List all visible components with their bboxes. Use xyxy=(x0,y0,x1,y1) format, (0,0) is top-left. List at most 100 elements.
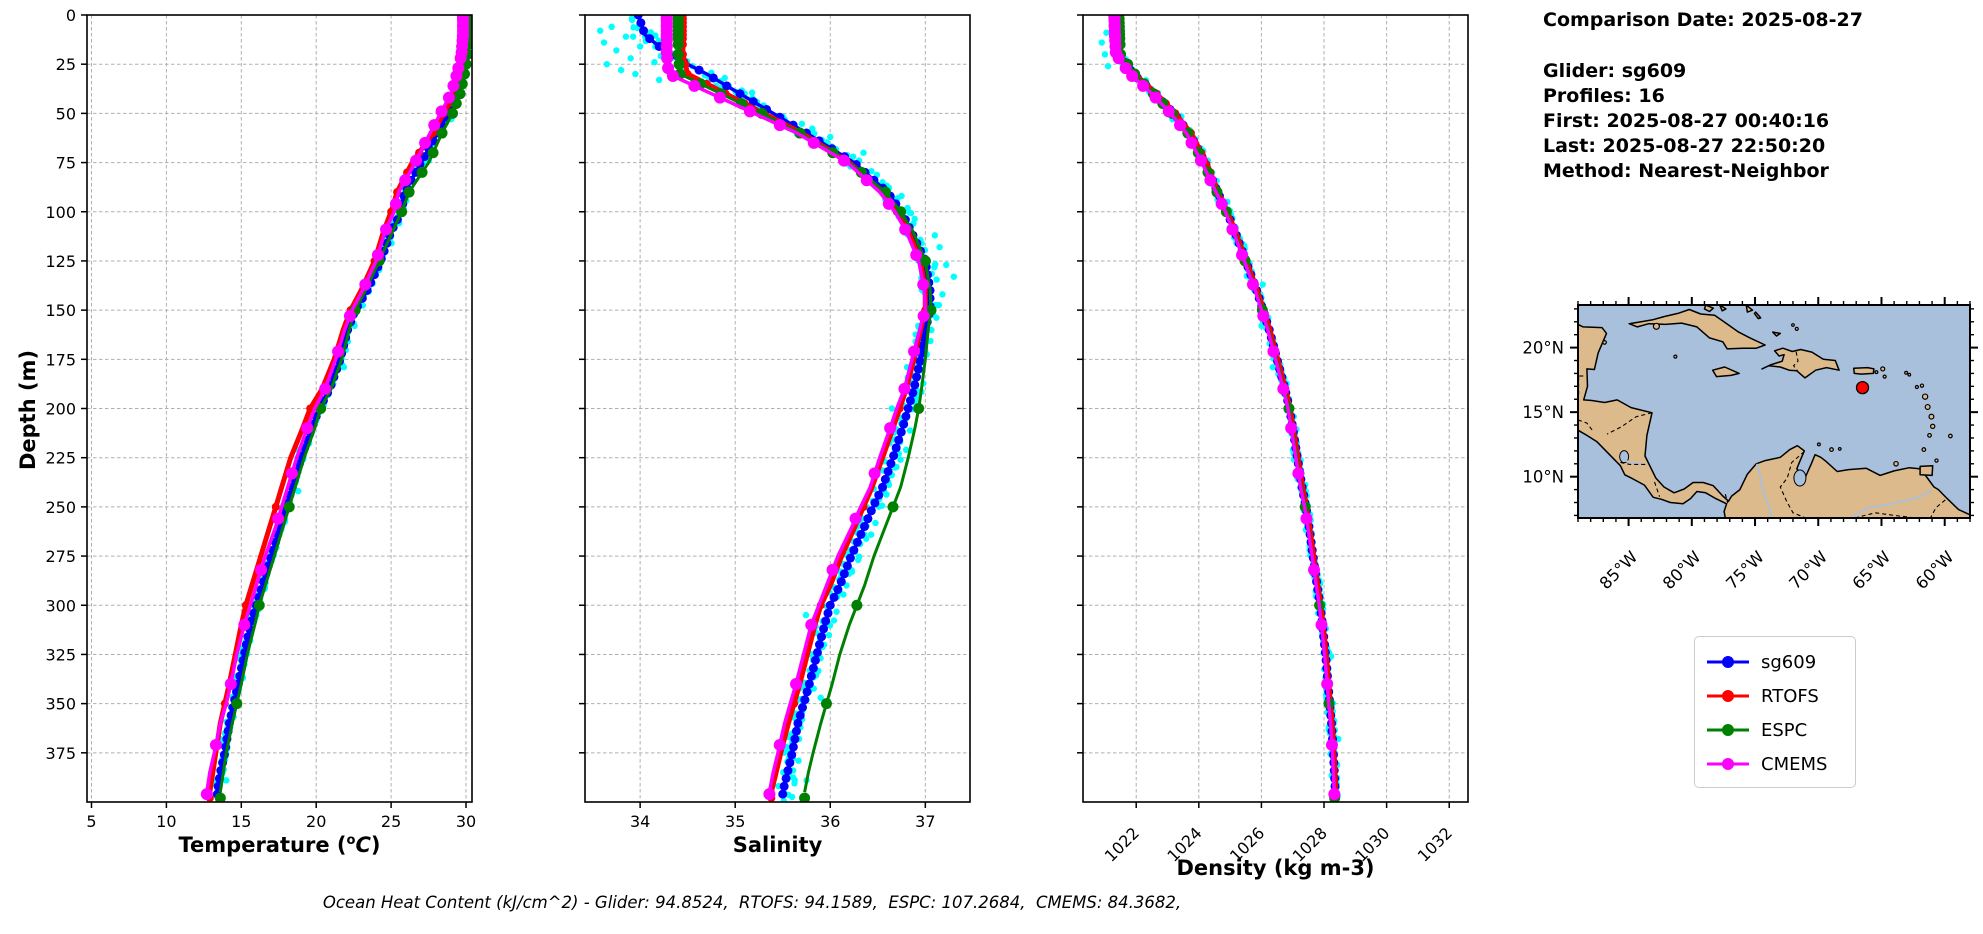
raw-scatter-dot xyxy=(943,261,950,269)
map-island xyxy=(1816,442,1821,447)
series-marker-sg609 xyxy=(839,569,849,579)
series-marker-CMEMS xyxy=(450,69,463,82)
series-marker-RTOFS xyxy=(271,502,280,511)
series-marker-sg609 xyxy=(889,451,899,461)
raw-scatter-dot xyxy=(721,74,728,82)
map-country-border xyxy=(1724,493,1729,504)
series-marker-CMEMS xyxy=(224,677,237,690)
series-marker-sg609 xyxy=(896,427,906,437)
raw-scatter-dot xyxy=(295,487,302,495)
map-country-border xyxy=(1653,481,1661,497)
series-marker-CMEMS xyxy=(688,79,701,92)
raw-scatter-dot xyxy=(632,70,639,78)
raw-scatter-dot xyxy=(862,535,870,542)
series-marker-sg609 xyxy=(778,789,788,799)
series-marker-CMEMS xyxy=(371,249,384,262)
raw-scatter-dot xyxy=(827,133,834,141)
series-marker-CMEMS xyxy=(1277,382,1290,395)
map-island xyxy=(1934,458,1939,463)
series-marker-sg609 xyxy=(901,411,911,421)
series-marker-ESPC xyxy=(283,501,295,513)
legend-item-sg609: sg609 xyxy=(1705,645,1855,679)
series-marker-sg609 xyxy=(894,435,904,445)
series-marker-CMEMS xyxy=(332,345,345,358)
series-marker-CMEMS xyxy=(1137,79,1150,92)
series-marker-sg609 xyxy=(694,65,704,75)
series-marker-CMEMS xyxy=(343,310,356,323)
series-marker-CMEMS xyxy=(1315,618,1328,631)
raw-scatter-dot xyxy=(608,23,615,31)
series-line-ESPC xyxy=(1117,15,1337,793)
x-tick-label: 10 xyxy=(156,812,176,831)
raw-scatter-dot xyxy=(936,243,943,251)
temperature-axis-label-text: Temperature ( xyxy=(178,833,347,857)
legend-swatch-sg609 xyxy=(1707,656,1749,668)
map-lake-nicaragua xyxy=(1619,450,1630,464)
x-tick-label: 20 xyxy=(306,812,326,831)
last-profile-time: Last: 2025-08-27 22:50:20 xyxy=(1543,135,1826,157)
raw-scatter-dot xyxy=(1259,281,1266,288)
first-profile-time: First: 2025-08-27 00:40:16 xyxy=(1543,110,1830,132)
series-marker-CMEMS xyxy=(272,512,285,525)
series-marker-ESPC xyxy=(913,403,925,414)
depth-tick-label: 25 xyxy=(56,55,76,74)
series-marker-CMEMS xyxy=(763,788,776,801)
series-marker-CMEMS xyxy=(917,310,930,323)
depth-tick-label: 125 xyxy=(45,252,76,271)
series-marker-ESPC xyxy=(799,792,811,802)
series-marker-sg609 xyxy=(874,490,884,500)
series-line-sg609 xyxy=(636,15,932,793)
map-island xyxy=(1652,322,1661,330)
series-marker-sg609 xyxy=(866,506,876,516)
legend-label: sg609 xyxy=(1761,651,1817,673)
raw-scatter-dot xyxy=(906,209,913,216)
raw-scatter-dot xyxy=(340,363,348,371)
series-marker-sg609 xyxy=(825,600,835,610)
series-line-CMEMS xyxy=(1112,15,1337,793)
series-marker-CMEMS xyxy=(1174,119,1187,132)
map-river xyxy=(1756,463,1773,518)
series-marker-CMEMS xyxy=(380,223,393,236)
series-marker-sg609 xyxy=(829,592,839,602)
series-marker-CMEMS xyxy=(1325,738,1338,751)
series-marker-ESPC xyxy=(436,127,448,139)
depth-tick-label: 100 xyxy=(45,203,76,222)
raw-scatter-dot xyxy=(1103,29,1110,36)
raw-scatter-dot xyxy=(788,793,796,801)
series-marker-sg609 xyxy=(859,522,869,532)
series-marker-sg609 xyxy=(833,585,843,595)
raw-scatter-dot xyxy=(802,611,810,619)
series-marker-CMEMS xyxy=(666,69,679,82)
comparison-date: Comparison Date: 2025-08-27 xyxy=(1543,9,1863,31)
x-tick-label: 25 xyxy=(381,812,401,831)
raw-scatter-dot xyxy=(780,797,787,802)
legend-item-espc: ESPC xyxy=(1705,713,1855,747)
map-lat-tick-label: 15°N xyxy=(1522,403,1564,422)
map-island xyxy=(1907,372,1912,377)
map-lon-tick-label: 70°W xyxy=(1785,547,1831,593)
series-marker-CMEMS xyxy=(399,174,412,187)
series-marker-ESPC xyxy=(673,58,685,70)
series-marker-ESPC xyxy=(403,186,415,198)
series-marker-sg609 xyxy=(886,459,896,469)
series-marker-sg609 xyxy=(849,545,859,555)
raw-scatter-dot xyxy=(897,456,904,463)
series-marker-sg609 xyxy=(645,34,655,44)
glider-location-marker xyxy=(1855,380,1870,395)
legend-item-rtofs: RTOFS xyxy=(1705,679,1855,713)
map-country-border xyxy=(1779,451,1805,518)
series-marker-CMEMS xyxy=(447,79,460,92)
series-line-sg609 xyxy=(215,15,468,793)
map-land xyxy=(1761,347,1840,379)
series-line-RTOFS xyxy=(1113,15,1339,793)
x-tick-label: 30 xyxy=(456,812,476,831)
legend-swatch-cmems xyxy=(1707,758,1749,770)
series-marker-CMEMS xyxy=(826,563,839,576)
series-marker-CMEMS xyxy=(917,278,930,291)
series-line-ESPC xyxy=(218,15,471,793)
series-marker-sg609 xyxy=(878,482,888,492)
raw-scatter-dot xyxy=(931,232,939,239)
series-marker-sg609 xyxy=(817,632,827,642)
series-marker-sg609 xyxy=(836,577,846,587)
